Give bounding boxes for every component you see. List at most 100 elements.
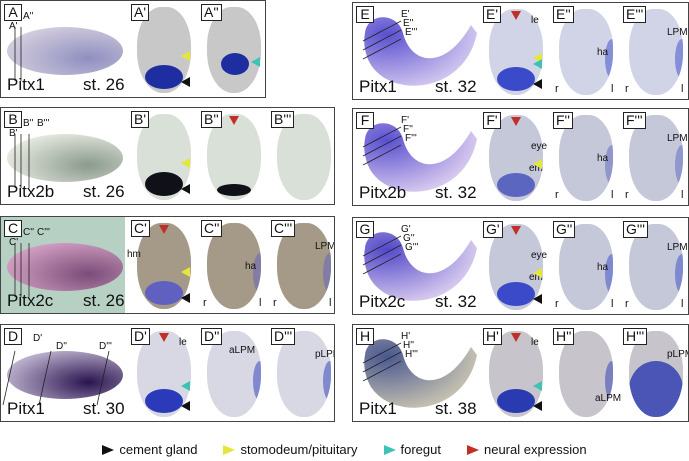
black-arrowhead-icon bbox=[533, 79, 542, 89]
section-label: E' bbox=[483, 6, 502, 23]
stain-region bbox=[221, 53, 249, 75]
black-arrowhead-icon bbox=[181, 293, 190, 303]
section-plane-line bbox=[362, 253, 402, 275]
annotation-label: LPM bbox=[667, 133, 688, 144]
arrowhead-icon bbox=[223, 444, 236, 455]
section-plane-line bbox=[362, 20, 402, 42]
whole-embryo-image bbox=[2, 350, 123, 406]
section-label: G' bbox=[483, 221, 503, 238]
section-label: B''' bbox=[271, 111, 295, 128]
stain-region bbox=[675, 145, 683, 185]
section-plane-label: D' bbox=[33, 333, 43, 344]
gene-name: Pitx2b bbox=[359, 183, 407, 202]
black-arrowhead-icon bbox=[181, 77, 190, 87]
section-plane-line bbox=[362, 135, 402, 157]
gene-name: Pitx1 bbox=[359, 77, 397, 96]
panel-label: E bbox=[356, 6, 374, 23]
stage-label: st. 26 bbox=[83, 182, 125, 201]
panel-d: D' D'' D''' D Pitx1 st. 30 D' le D'' aLPM D''' pLPM bbox=[0, 324, 335, 422]
black-arrowhead-icon bbox=[533, 401, 542, 411]
panel-a: A' A'' A Pitx1 st. 26 A' A'' bbox=[0, 0, 266, 98]
section-plane-line bbox=[362, 29, 402, 51]
panel-f: F' F'' F''' F Pitx2b st. 32 F' eye em F'' ha r l F'''… bbox=[352, 108, 689, 206]
section-image bbox=[207, 223, 261, 309]
stage-label: st. 26 bbox=[83, 291, 125, 310]
yellow-arrowhead-icon bbox=[533, 53, 542, 63]
section-plane-line bbox=[2, 350, 16, 406]
side-label: r bbox=[625, 298, 629, 310]
whole-embryo-image bbox=[362, 123, 477, 192]
stain-region bbox=[217, 184, 251, 196]
annotation-label: LPM bbox=[667, 27, 688, 38]
side-label: l bbox=[681, 83, 684, 95]
section-image bbox=[629, 331, 683, 417]
stain-region bbox=[253, 253, 261, 293]
section-image bbox=[277, 114, 331, 200]
cyan-arrowhead-icon bbox=[181, 381, 190, 391]
section-image bbox=[629, 115, 683, 201]
section-label: D''' bbox=[271, 328, 296, 345]
annotation-label: eye bbox=[531, 250, 548, 261]
panel-label: G bbox=[356, 221, 374, 238]
panel-label: H bbox=[356, 328, 374, 345]
section-plane-label: G'' bbox=[403, 233, 415, 244]
stage-label: st. 32 bbox=[435, 292, 477, 311]
yellow-arrowhead-icon bbox=[181, 158, 190, 168]
panel-b: B' B'' B''' B Pitx2b st. 26 B' B'' B''' bbox=[0, 107, 335, 205]
annotation-label: ha bbox=[597, 262, 609, 273]
legend-label: stomodeum/pituitary bbox=[240, 442, 358, 457]
side-label: r bbox=[555, 189, 559, 201]
section-label: B' bbox=[131, 111, 150, 128]
side-label: l bbox=[611, 298, 614, 310]
section-label: A' bbox=[131, 4, 150, 21]
legend: cement gland stomodeum/pituitary foregut ne… bbox=[0, 442, 689, 457]
section-image bbox=[559, 9, 613, 95]
black-arrowhead-icon bbox=[181, 401, 190, 411]
section-image bbox=[559, 115, 613, 201]
section-label: G'' bbox=[553, 221, 576, 238]
section-plane-line bbox=[362, 144, 402, 166]
side-label: l bbox=[611, 83, 614, 95]
section-plane-line bbox=[362, 38, 402, 60]
section-plane-label: C' bbox=[9, 237, 19, 248]
section-label: H' bbox=[483, 328, 502, 345]
panel-label: F bbox=[356, 112, 374, 129]
section-label: F'' bbox=[553, 112, 573, 129]
yellow-arrowhead-icon bbox=[181, 267, 190, 277]
red-arrowhead-icon bbox=[159, 225, 169, 234]
stain-region bbox=[145, 281, 183, 305]
legend-item: stomodeum/pituitary bbox=[223, 442, 358, 457]
side-label: l bbox=[329, 297, 332, 309]
stain-region bbox=[323, 253, 331, 293]
arrowhead-icon bbox=[383, 444, 396, 455]
panel-label: B bbox=[4, 111, 22, 128]
cyan-arrowhead-icon bbox=[533, 59, 542, 69]
stain-region bbox=[253, 361, 261, 401]
gene-name: Pitx1 bbox=[7, 75, 45, 94]
whole-embryo-image bbox=[362, 232, 477, 301]
section-plane-line bbox=[362, 360, 402, 382]
annotation-label: le bbox=[179, 337, 187, 348]
section-plane-label: D'' bbox=[56, 341, 68, 352]
stain-region bbox=[497, 173, 535, 197]
black-arrowhead-icon bbox=[181, 184, 190, 194]
section-plane-label: E''' bbox=[405, 27, 418, 38]
section-plane-label: A'' bbox=[23, 11, 34, 22]
stain-region bbox=[145, 65, 183, 89]
annotation-label: ha bbox=[597, 47, 609, 58]
section-plane-label: C'' bbox=[23, 227, 35, 238]
annotation-label: le bbox=[531, 337, 539, 348]
side-label: r bbox=[555, 83, 559, 95]
stage-label: st. 38 bbox=[435, 399, 477, 418]
section-plane-label: C''' bbox=[37, 227, 50, 238]
section-image bbox=[629, 224, 683, 310]
stage-label: st. 32 bbox=[435, 77, 477, 96]
side-label: r bbox=[273, 297, 277, 309]
section-plane-line bbox=[362, 351, 402, 373]
legend-item: neural expression bbox=[466, 442, 587, 457]
section-label: B'' bbox=[201, 111, 222, 128]
section-image bbox=[559, 224, 613, 310]
section-image bbox=[489, 224, 543, 310]
annotation-label: LPM bbox=[667, 242, 688, 253]
